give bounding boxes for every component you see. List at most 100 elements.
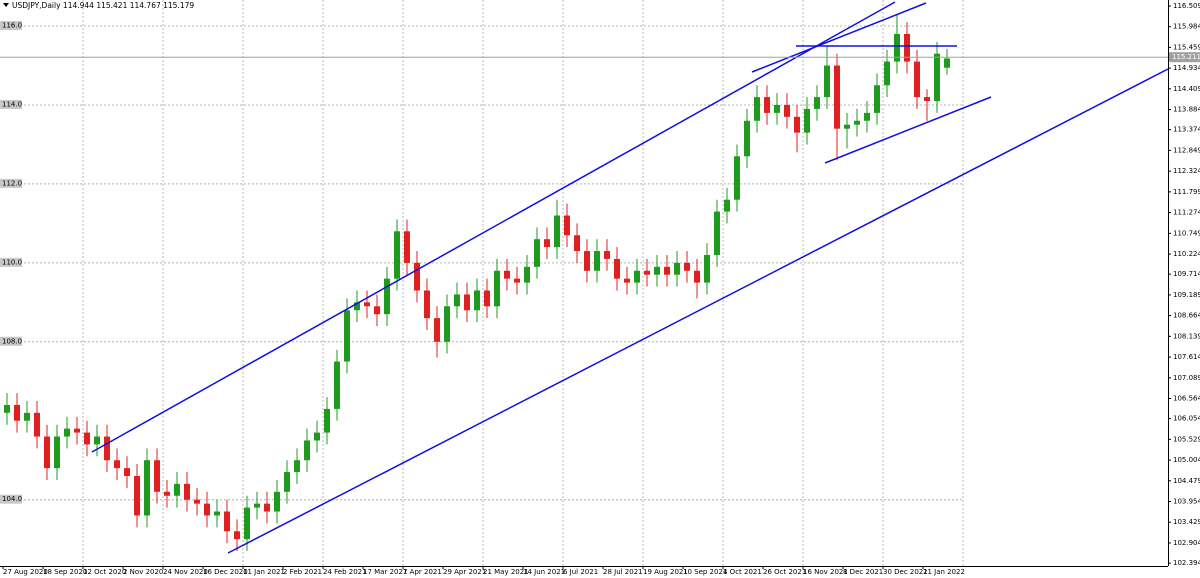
- current-price-box: [1169, 52, 1200, 63]
- x-tick-label: 14 Jun 2021: [523, 568, 565, 576]
- candle-body: [914, 61, 920, 98]
- y2-tick-label: 112.849: [1173, 146, 1200, 154]
- y2-tick-label: 114.409: [1173, 85, 1200, 93]
- candle-body: [424, 290, 430, 319]
- candle-body: [124, 468, 130, 477]
- x-tick-label: 6 Jul 2021: [563, 568, 598, 576]
- candle-body: [574, 235, 580, 252]
- y2-tick-label: 103.429: [1173, 518, 1200, 526]
- candle-body: [344, 310, 350, 362]
- candle-body: [734, 156, 740, 200]
- x-tick-label: 19 Aug 2021: [643, 568, 688, 576]
- candle-body: [194, 499, 200, 504]
- candle-body: [394, 231, 400, 279]
- y2-tick-label: 109.714: [1173, 270, 1200, 278]
- candle-body: [84, 432, 90, 445]
- trend-line-upper: [751, 2, 927, 73]
- candle-body: [564, 215, 570, 236]
- y2-tick-label: 110.224: [1173, 250, 1200, 258]
- x-tick-label: 27 Aug 2020: [3, 568, 48, 576]
- candle-body: [834, 65, 840, 129]
- y2-tick-label: 109.189: [1173, 291, 1200, 299]
- candle-body: [54, 436, 60, 469]
- candle-body: [254, 503, 260, 508]
- candle-body: [74, 428, 80, 433]
- menu-arrow[interactable]: [3, 3, 9, 7]
- candle-body: [374, 306, 380, 315]
- x-tick-label: 18 Sep 2020: [43, 568, 87, 576]
- candle-body: [844, 124, 850, 129]
- candle-body: [234, 531, 240, 540]
- y-tick-label: 112.0: [2, 179, 22, 187]
- y2-tick-label: 111.274: [1173, 209, 1200, 217]
- candle-body: [524, 266, 530, 283]
- candle-body: [434, 318, 440, 342]
- candle-body: [634, 270, 640, 283]
- candle-body: [64, 428, 70, 437]
- channel-upper: [91, 1, 896, 453]
- x-tick-label: 24 Nov 2020: [163, 568, 208, 576]
- candle-body: [774, 104, 780, 113]
- x-tick-label: 28 Jul 2021: [603, 568, 643, 576]
- candle-body: [814, 97, 820, 109]
- candle-body: [34, 412, 40, 437]
- x-tick-label: 17 Mar 2021: [363, 568, 407, 576]
- candle-body: [4, 404, 10, 413]
- y2-tick-label: 115.984: [1173, 23, 1200, 31]
- y2-tick-label: 111.799: [1173, 188, 1200, 196]
- x-tick-label: 7 Apr 2021: [403, 568, 442, 576]
- x-tick-label: 4 Oct 2021: [723, 568, 762, 576]
- candle-body: [714, 211, 720, 255]
- candle-body: [724, 199, 730, 212]
- trend-lines: [91, 1, 1169, 554]
- y-tick-label: 116.0: [2, 22, 22, 30]
- candle-body: [444, 306, 450, 342]
- candle-body: [454, 294, 460, 307]
- candle-body: [644, 270, 650, 275]
- candle-body: [614, 258, 620, 279]
- candle-body: [184, 483, 190, 500]
- y2-tick-label: 113.884: [1173, 106, 1200, 114]
- candle-body: [414, 262, 420, 291]
- candle-body: [94, 436, 100, 445]
- candle-body: [944, 58, 950, 68]
- y2-tick-label: 107.089: [1173, 374, 1200, 382]
- x-tick-label: 29 Apr 2021: [443, 568, 486, 576]
- candle-body: [114, 460, 120, 469]
- candle-body: [794, 116, 800, 133]
- y2-tick-label: 105.004: [1173, 456, 1200, 464]
- x-tick-label: 26 Oct 2021: [763, 568, 806, 576]
- y2-tick-label: 105.529: [1173, 435, 1200, 443]
- candle-body: [904, 33, 910, 62]
- candle-body: [704, 254, 710, 283]
- candle-body: [514, 278, 520, 283]
- grid: 116.0 114.0 112.0 110.0 108.0 104.0: [0, 0, 964, 566]
- candle-body: [924, 97, 930, 102]
- candle-body: [364, 302, 370, 307]
- candle-body: [244, 507, 250, 540]
- candle-body: [274, 491, 280, 512]
- y2-tick-label: 108.139: [1173, 332, 1200, 340]
- candle-body: [744, 120, 750, 157]
- candle-body: [294, 460, 300, 473]
- candle-body: [284, 472, 290, 492]
- candle-body: [164, 491, 170, 496]
- candle-body: [784, 104, 790, 117]
- candle-body: [504, 270, 510, 279]
- tick-label-bg: [0, 257, 22, 267]
- candle-body: [14, 404, 20, 421]
- tick-label-bg: [0, 21, 22, 31]
- candle-body: [24, 412, 30, 421]
- candle-body: [334, 361, 340, 409]
- x-tick-label: 21 Jan 2022: [923, 568, 965, 576]
- candle-body: [624, 278, 630, 283]
- y2-tick-label: 103.954: [1173, 498, 1200, 506]
- x-tick-label: 11 Jan 2021: [243, 568, 285, 576]
- candle-body: [864, 112, 870, 121]
- candle-body: [384, 278, 390, 315]
- candle-body: [44, 436, 50, 469]
- candle-body: [674, 262, 680, 275]
- candle-body: [604, 251, 610, 259]
- candle-body: [594, 251, 600, 271]
